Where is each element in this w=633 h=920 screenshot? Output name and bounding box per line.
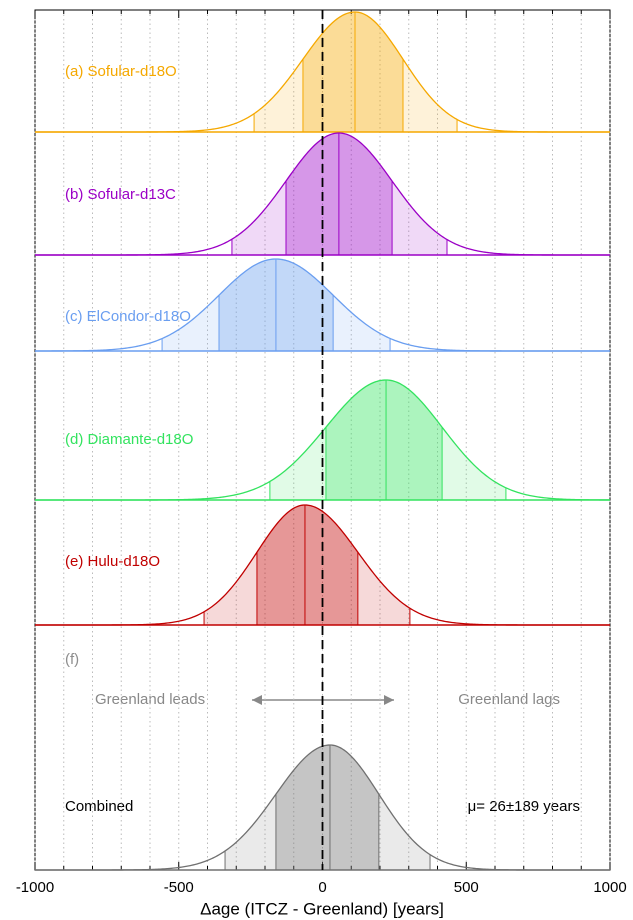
- panel-label: (c) ElCondor-d18O: [65, 308, 191, 325]
- band-outer: [269, 380, 506, 500]
- band-inner: [256, 505, 358, 625]
- band-inner: [325, 380, 443, 500]
- panel-label: (d) Diamante-d18O: [65, 431, 193, 448]
- band-inner: [302, 12, 403, 132]
- panel-label: (b) Sofular-d13C: [65, 186, 176, 203]
- band-inner: [275, 745, 379, 870]
- x-tick-label: -500: [164, 879, 194, 896]
- x-tick-label: -1000: [16, 879, 54, 896]
- x-tick-label: 500: [454, 879, 479, 896]
- panel-label: (a) Sofular-d18O: [65, 63, 177, 80]
- x-axis-label: Δage (ITCZ - Greenland) [years]: [200, 899, 444, 918]
- panel-label: (f): [65, 651, 79, 668]
- x-tick-label: 1000: [593, 879, 626, 896]
- annotation: Combined: [65, 798, 133, 815]
- annotation: μ= 26±189 years: [468, 798, 580, 815]
- band-outer: [204, 505, 410, 625]
- band-outer: [254, 12, 458, 132]
- x-tick-label: 0: [318, 879, 326, 896]
- annotation: Greenland lags: [458, 691, 560, 708]
- panel-label: (e) Hulu-d18O: [65, 553, 160, 570]
